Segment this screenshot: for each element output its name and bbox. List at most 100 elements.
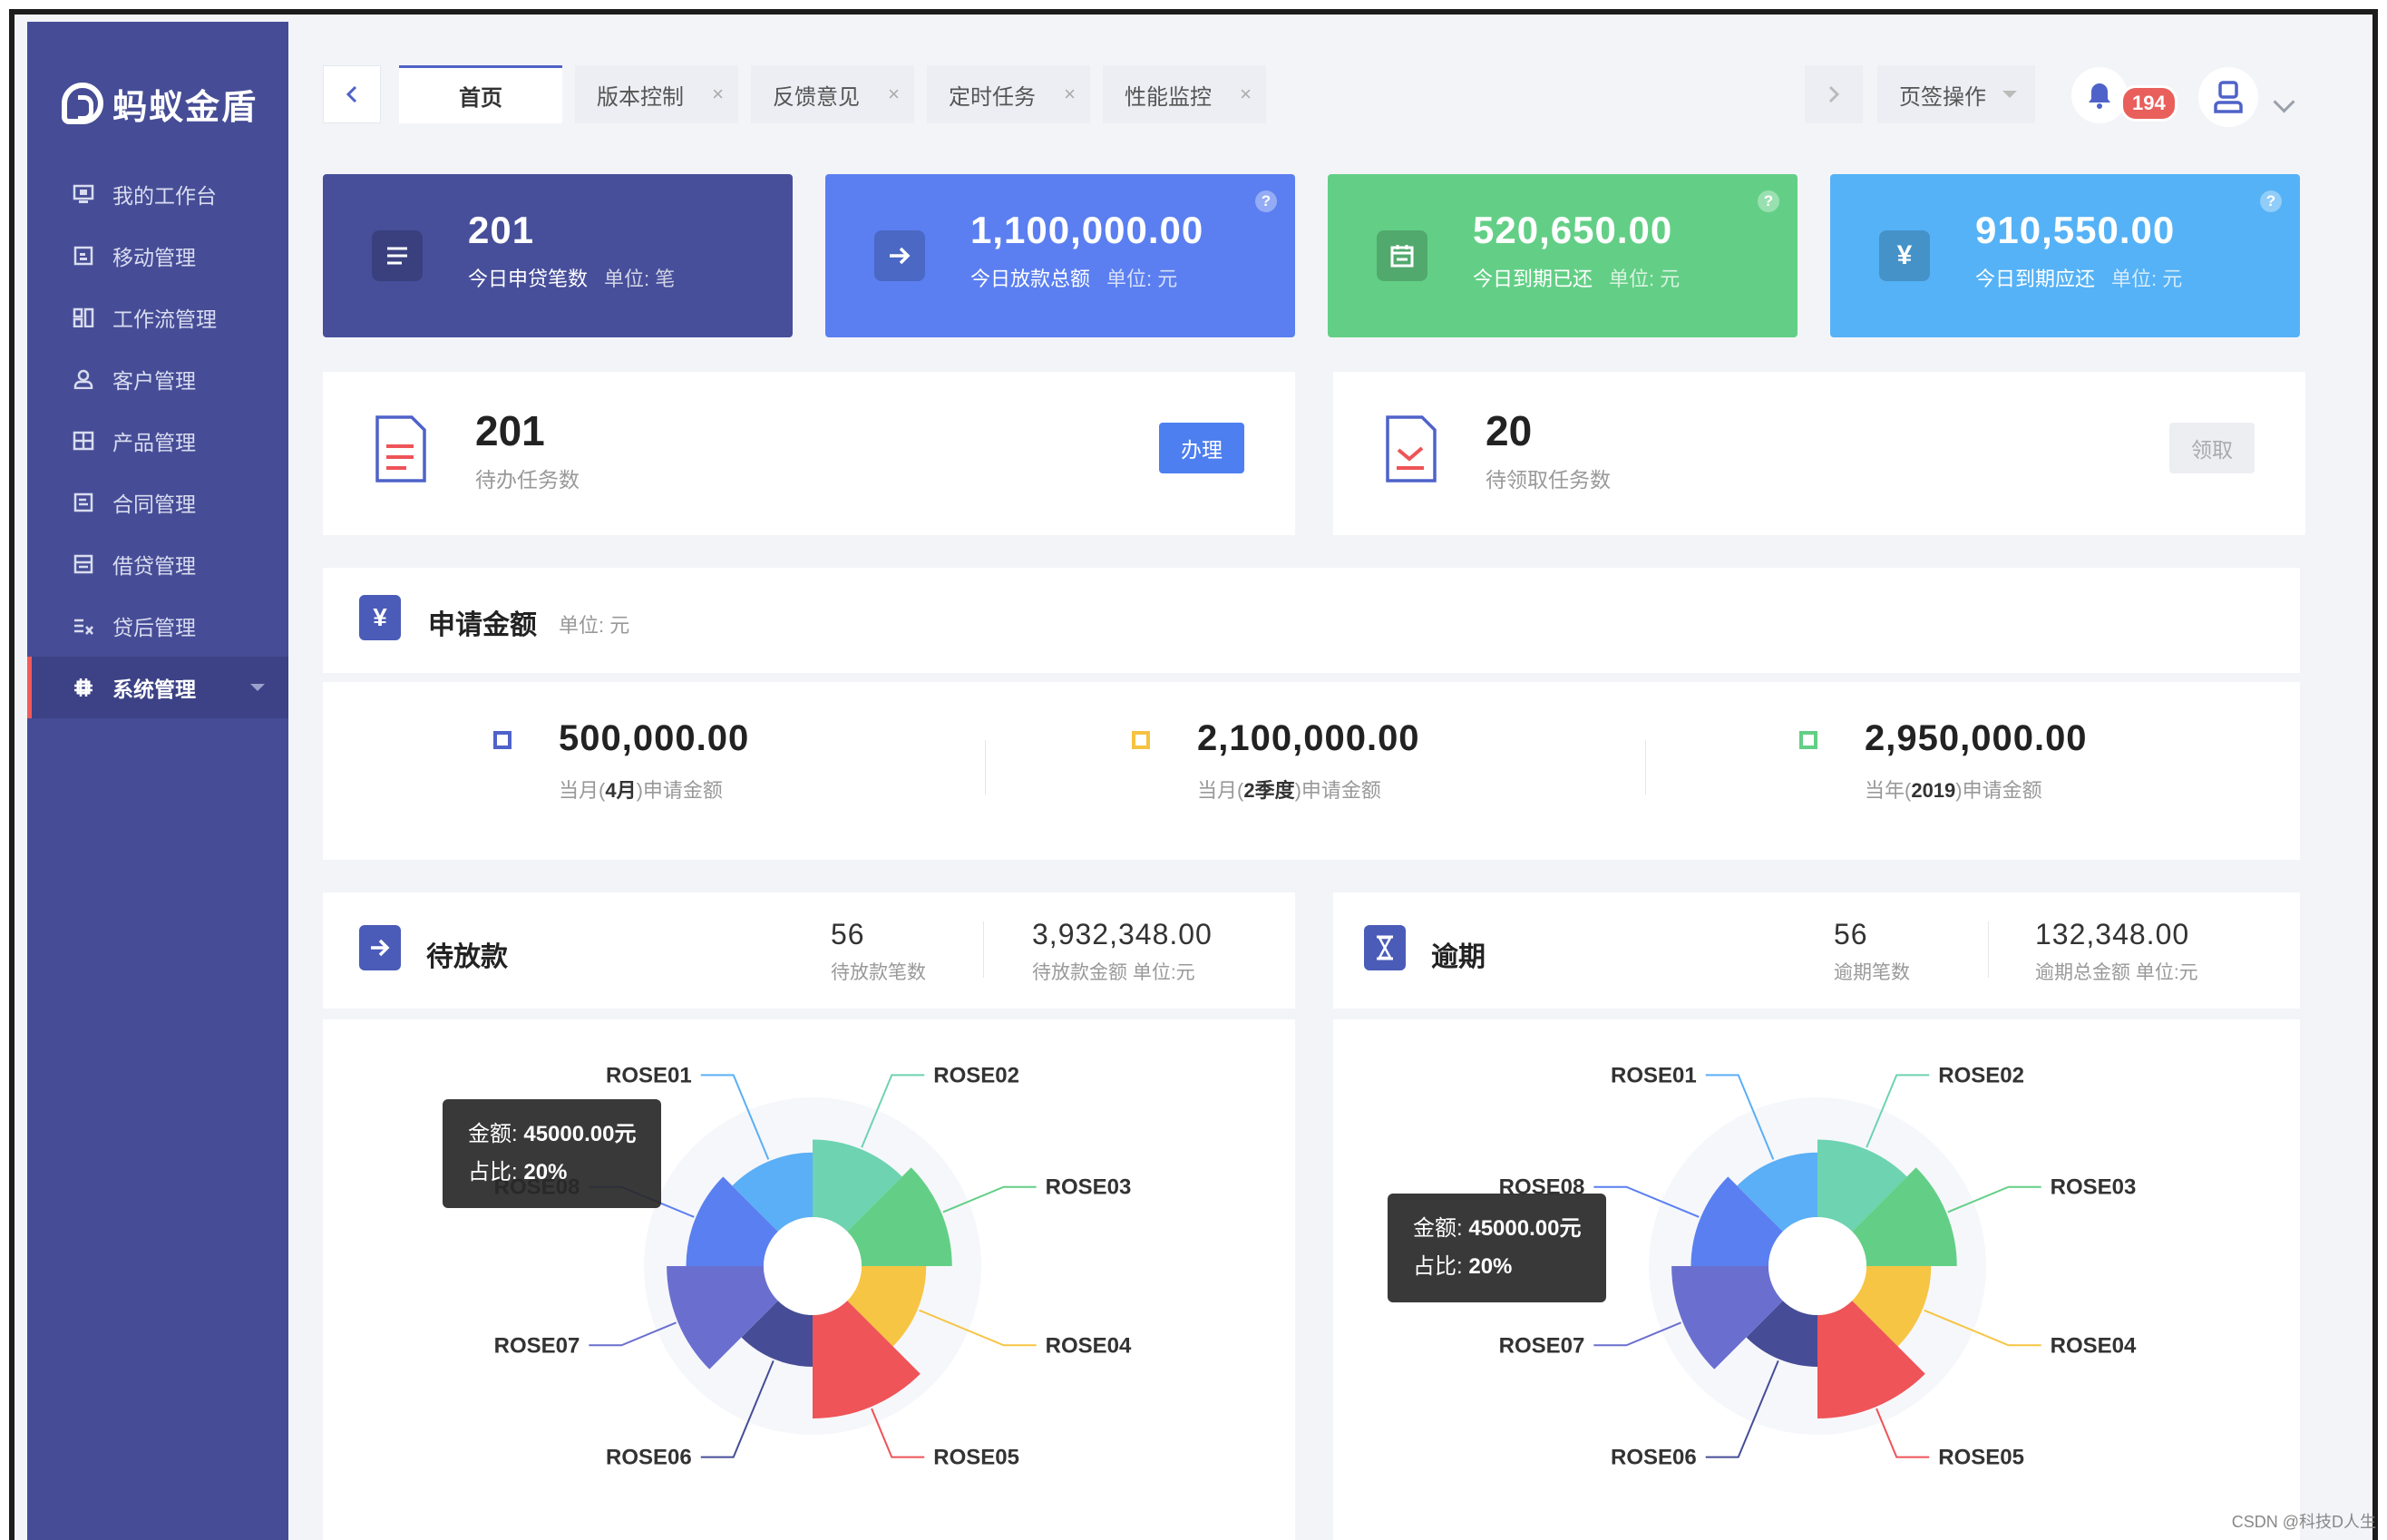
rose-slice[interactable]: [1737, 1152, 1817, 1232]
rose-slice[interactable]: [847, 1167, 952, 1266]
rose-slice[interactable]: [1690, 1176, 1783, 1266]
slice-label-line: [589, 1321, 677, 1347]
help-icon[interactable]: ?: [1255, 190, 1277, 212]
tab-home[interactable]: 首页: [399, 65, 562, 123]
slice-label-line: [1593, 1185, 1700, 1218]
stat-value: 201: [468, 209, 535, 251]
sidebar-item-label: 合同管理: [112, 492, 196, 516]
sidebar-item-workbench[interactable]: 我的工作台: [27, 163, 288, 225]
sidebar-item-workflow[interactable]: 工作流管理: [27, 287, 288, 348]
logo[interactable]: 蚂蚁金盾: [62, 67, 258, 140]
logo-icon: [62, 83, 103, 124]
tooltip-ratio: 占比: 20%: [1413, 1254, 1513, 1279]
apply-value: 2,100,000.00: [1197, 718, 1420, 758]
rose-slice[interactable]: [667, 1266, 778, 1369]
rose-slice[interactable]: [813, 1139, 902, 1232]
slice-label-line: [919, 1309, 1037, 1347]
hourglass-icon: [1364, 925, 1406, 970]
rose-slice[interactable]: [1817, 1301, 1925, 1418]
sidebar-item-label: 借贷管理: [112, 554, 196, 578]
rose-slice[interactable]: [1852, 1266, 1932, 1347]
close-icon[interactable]: ×: [712, 83, 724, 105]
tab-scroll-right-button[interactable]: [1805, 65, 1863, 123]
slice-label: ROSE01: [606, 1063, 692, 1087]
divider: [1645, 740, 1646, 794]
sidebar-item-post-loan[interactable]: 贷后管理: [27, 595, 288, 657]
slice-label-line: [1705, 1360, 1779, 1458]
sidebar-item-system[interactable]: 系统管理: [27, 657, 288, 718]
grid-icon: [71, 429, 96, 453]
tab-feedback[interactable]: 反馈意见 ×: [751, 65, 914, 123]
rose-slice[interactable]: [813, 1301, 921, 1418]
tab-scroll-left-button[interactable]: [323, 65, 381, 123]
overdue-amount-label: 逾期总金额 单位:元: [2035, 962, 2198, 983]
avatar[interactable]: [2198, 67, 2258, 127]
chart-tooltip: 金额: 45000.00元 占比: 20%: [1388, 1194, 1607, 1302]
slice-label: ROSE04: [1046, 1333, 1132, 1358]
tab-label: 定时任务: [949, 84, 1036, 110]
rose-slice[interactable]: [847, 1266, 927, 1347]
rose-slice[interactable]: [732, 1152, 813, 1232]
sidebar-item-contracts[interactable]: 合同管理: [27, 472, 288, 533]
slice-label-line: [942, 1185, 1037, 1213]
tab-scheduled-tasks[interactable]: 定时任务 ×: [927, 65, 1090, 123]
chevron-down-icon[interactable]: [2273, 91, 2295, 113]
arrow-right-icon: [874, 230, 925, 281]
slice-label: ROSE02: [1938, 1063, 2024, 1087]
notification-badge: 194: [2120, 85, 2178, 122]
sidebar-item-customers[interactable]: 客户管理: [27, 348, 288, 410]
stat-label: 今日申贷笔数 单位: 笔: [468, 268, 676, 290]
tab-label: 反馈意见: [773, 84, 860, 110]
claim-count: 20: [1486, 407, 1533, 454]
tooltip-amount: 金额: 45000.00元: [468, 1122, 637, 1146]
watermark: CSDN @科技D人生: [2231, 1513, 2376, 1531]
pending-rose-chart: ROSE01 ROSE02 ROSE03 ROSE04 ROSE05 ROSE06 ROSE…: [494, 1063, 1132, 1469]
rose-slice[interactable]: [1671, 1266, 1783, 1369]
slice-label: ROSE07: [1499, 1333, 1585, 1358]
sidebar-item-mobile[interactable]: 移动管理: [27, 225, 288, 287]
sidebar-item-loans[interactable]: 借贷管理: [27, 533, 288, 595]
handle-button[interactable]: 办理: [1159, 423, 1244, 473]
chart-hole: [764, 1217, 862, 1315]
help-icon[interactable]: ?: [1758, 190, 1779, 212]
overdue-count: 56: [1834, 918, 1868, 950]
pending-amount: 3,932,348.00: [1032, 918, 1213, 950]
tab-version-control[interactable]: 版本控制 ×: [575, 65, 738, 123]
slice-label-line: [861, 1074, 925, 1148]
slice-label: ROSE05: [1938, 1446, 2024, 1470]
sidebar-item-products[interactable]: 产品管理: [27, 410, 288, 472]
claim-button[interactable]: 领取: [2169, 423, 2255, 473]
monitor-icon: [71, 182, 96, 206]
stat-card-repaid: 520,650.00 今日到期已还 单位: 元 ?: [1328, 174, 1798, 337]
rose-slice[interactable]: [1746, 1301, 1817, 1367]
mobile-icon: [71, 244, 96, 268]
pending-chart-panel: ROSE01 ROSE02 ROSE03 ROSE04 ROSE05 ROSE06 ROSE…: [323, 1019, 1295, 1540]
close-icon[interactable]: ×: [1064, 83, 1076, 105]
page-ops-dropdown[interactable]: 页签操作: [1877, 65, 2035, 123]
close-icon[interactable]: ×: [888, 83, 900, 105]
help-icon[interactable]: ?: [2260, 190, 2282, 212]
loan-icon: [71, 552, 96, 576]
slice-label-line: [1924, 1309, 2041, 1347]
tab-label: 首页: [459, 86, 502, 111]
app-window: 蚂蚁金盾 我的工作台 移动管理 工作流管理 客户管理 产品管理: [9, 9, 2378, 1540]
apply-amount-header: [323, 568, 2300, 673]
rose-slice[interactable]: [1852, 1167, 1957, 1266]
rose-slice[interactable]: [686, 1176, 778, 1266]
rose-slice[interactable]: [1817, 1139, 1907, 1232]
stat-label: 今日到期应还 单位: 元: [1975, 268, 2183, 290]
todo-task-card: 201 待办任务数 办理: [323, 372, 1295, 535]
notification-button[interactable]: [2071, 67, 2128, 123]
slice-label: ROSE03: [2051, 1175, 2137, 1200]
user-icon: [2214, 81, 2243, 113]
tab-performance[interactable]: 性能监控 ×: [1103, 65, 1266, 123]
stat-label: 今日到期已还 单位: 元: [1473, 268, 1681, 290]
rose-slice[interactable]: [741, 1301, 813, 1367]
stat-card-due: ¥ 910,550.00 今日到期应还 单位: 元 ?: [1830, 174, 2300, 337]
slice-label: ROSE01: [1611, 1063, 1697, 1087]
tooltip-amount: 金额: 45000.00元: [1413, 1216, 1582, 1241]
sidebar-menu: 我的工作台 移动管理 工作流管理 客户管理 产品管理 合同管理: [27, 163, 288, 718]
list-icon: [372, 230, 423, 281]
apply-value: 500,000.00: [559, 718, 750, 758]
close-icon[interactable]: ×: [1240, 83, 1252, 105]
